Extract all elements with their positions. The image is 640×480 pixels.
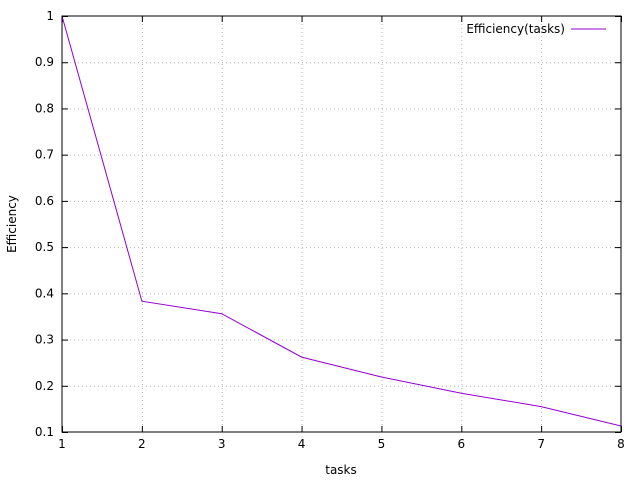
series-layer — [61, 15, 622, 427]
y-tick-label: 0.8 — [35, 101, 54, 115]
x-tick-label: 6 — [457, 437, 465, 451]
plot-frame — [61, 15, 622, 433]
legend: Efficiency(tasks) — [466, 22, 606, 36]
x-tick-label: 1 — [58, 437, 66, 451]
y-tick-label: 0.6 — [35, 194, 54, 208]
y-tick-label: 0.1 — [35, 425, 54, 439]
grid-lines — [62, 16, 621, 432]
y-tick-label: 1 — [46, 9, 54, 23]
x-tick-label: 7 — [537, 437, 545, 451]
series-line — [61, 15, 622, 427]
x-axis-label: tasks — [325, 463, 357, 477]
y-tick-label: 0.4 — [35, 286, 54, 300]
x-tick-label: 2 — [138, 437, 146, 451]
y-tick-label: 0.5 — [35, 240, 54, 254]
axis-ticks — [62, 16, 622, 433]
x-tick-label: 8 — [617, 437, 625, 451]
legend-label: Efficiency(tasks) — [466, 22, 565, 36]
y-tick-label: 0.9 — [35, 55, 54, 69]
x-tick-label: 5 — [378, 437, 386, 451]
y-tick-label: 0.3 — [35, 333, 54, 347]
y-axis-label: Efficiency — [5, 195, 19, 253]
x-tick-label: 3 — [218, 437, 226, 451]
y-tick-label: 0.7 — [35, 148, 54, 162]
x-tick-label: 4 — [298, 437, 306, 451]
tick-labels: 1 2 3 4 5 6 7 8 0.1 0.2 0.3 0.4 0.5 0.6 0.7 0.8 0.9 1 — [35, 9, 625, 451]
y-tick-label: 0.2 — [35, 379, 54, 393]
